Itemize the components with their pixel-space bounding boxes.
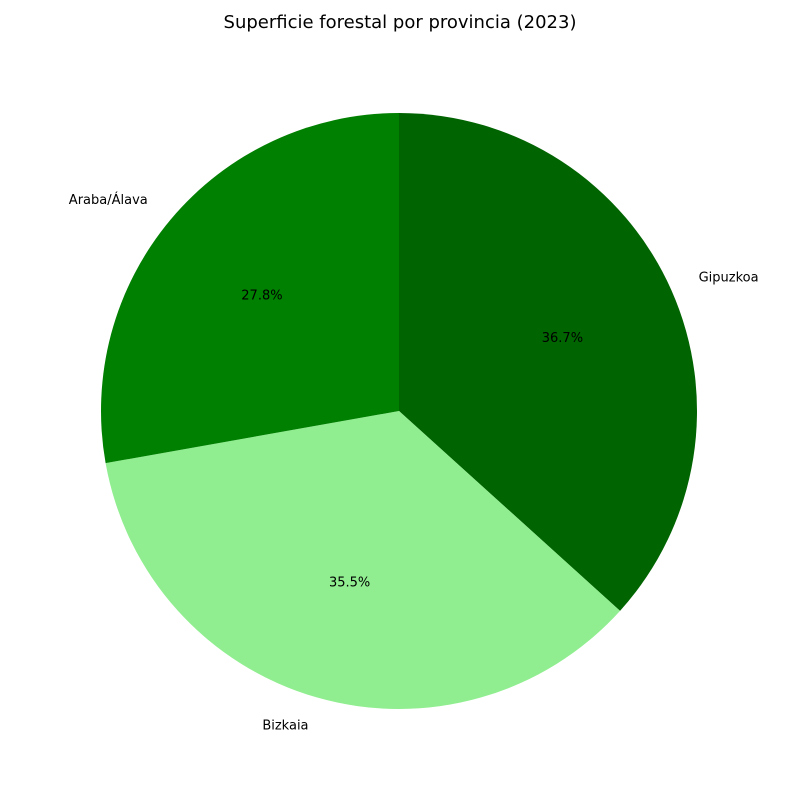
chart-title: Superficie forestal por provincia (2023) (223, 12, 577, 33)
pie-slice-araba-lava (101, 113, 399, 464)
pct-label-gipuzkoa: 36.7% (542, 331, 583, 346)
slice-label-bizkaia: Bizkaia (262, 719, 308, 734)
pct-label-bizkaia: 35.5% (329, 575, 370, 590)
pct-label-araba-lava: 27.8% (241, 289, 282, 304)
slice-label-araba-lava: Araba/Álava (69, 192, 148, 208)
pie-slice-bizkaia (105, 411, 621, 709)
pie-slice-gipuzkoa (399, 113, 698, 611)
slice-label-gipuzkoa: Gipuzkoa (699, 270, 759, 285)
